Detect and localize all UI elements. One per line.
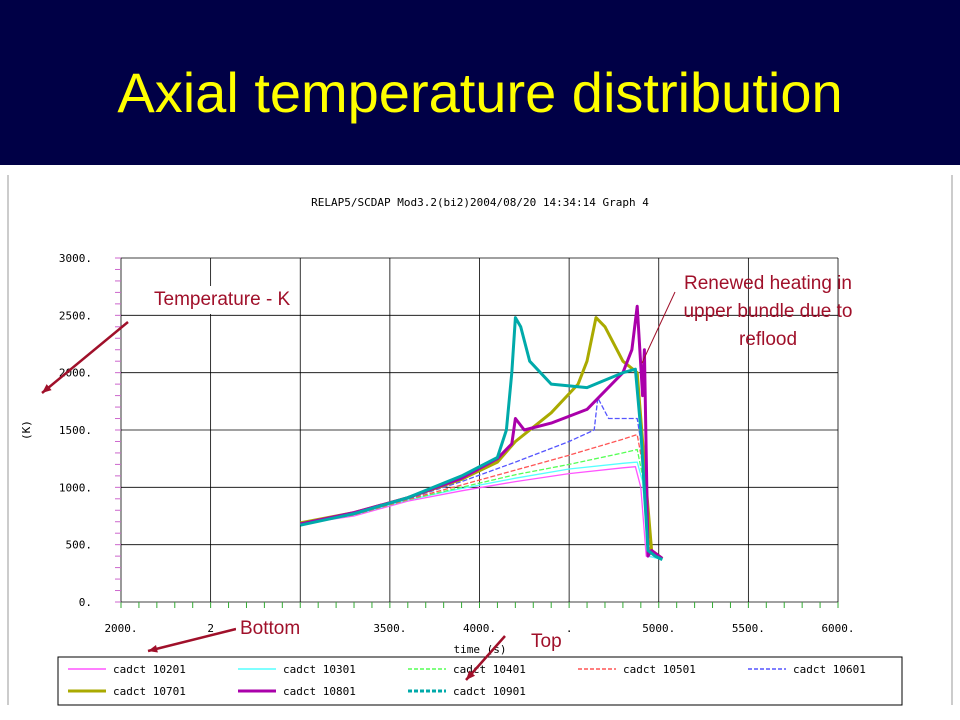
legend-label: cadct 10401	[453, 663, 526, 676]
temperature-arrow-head	[42, 384, 52, 393]
legend-label: cadct 10301	[283, 663, 356, 676]
y-axis-label: (K)	[20, 420, 33, 440]
x-tick-label: .	[566, 622, 573, 635]
x-tick-label: 6000.	[821, 622, 854, 635]
y-tick-label: 0.	[79, 596, 92, 609]
x-tick-label: 4000.	[463, 622, 496, 635]
top-arrow	[465, 635, 506, 681]
chart-title: RELAP5/SCDAP Mod3.2(bi2)2004/08/20 14:34…	[311, 196, 649, 209]
bottom-arrow-head	[148, 644, 158, 653]
legend-label: cadct 10501	[623, 663, 696, 676]
x-tick-label: 2000.	[104, 622, 137, 635]
bottom-arrow	[147, 627, 237, 653]
x-tick-label: 2	[207, 622, 214, 635]
y-tick-label: 2500.	[59, 309, 92, 322]
series-line-cadct-10901	[299, 316, 663, 561]
renewed-heating-annotation: Renewed heating in upper bundle due to r…	[683, 273, 853, 350]
top-arrow-head	[466, 670, 476, 680]
slide-header: Axial temperature distribution	[0, 0, 960, 165]
legend-label: cadct 10601	[793, 663, 866, 676]
x-axis-label: time (s)	[454, 643, 507, 656]
y-tick-label: 2000.	[59, 367, 92, 380]
page-frame	[7, 175, 953, 705]
series-line-cadct-10501	[300, 433, 663, 559]
x-tick-label: 5500.	[732, 622, 765, 635]
legend-label: cadct 10901	[453, 685, 526, 698]
series-line-cadct-10601	[300, 397, 663, 559]
chart: RELAP5/SCDAP Mod3.2(bi2)2004/08/20 14:34…	[7, 175, 953, 706]
chart-area: RELAP5/SCDAP Mod3.2(bi2)2004/08/20 14:34…	[0, 165, 960, 720]
renewed-heating-pointer	[641, 291, 676, 364]
top-annotation: Top	[527, 628, 566, 656]
legend-label: cadct 10801	[283, 685, 356, 698]
series-line-cadct-10201	[300, 466, 663, 560]
y-tick-label: 1000.	[59, 481, 92, 494]
bottom-annotation: Bottom	[236, 615, 305, 643]
y-tick-label: 3000.	[59, 252, 92, 265]
y-tick-label: 500.	[66, 539, 93, 552]
x-tick-label: 5000.	[642, 622, 675, 635]
slide-title: Axial temperature distribution	[117, 61, 843, 124]
series-line-cadct-10701	[300, 316, 664, 560]
series-line-cadct-10801	[299, 304, 664, 560]
temperature-arrow	[41, 321, 129, 394]
x-tick-label: 3500.	[373, 622, 406, 635]
temperature-annotation: Temperature - K	[150, 286, 295, 314]
legend-label: cadct 10701	[113, 685, 186, 698]
legend-label: cadct 10201	[113, 663, 186, 676]
y-tick-label: 1500.	[59, 424, 92, 437]
